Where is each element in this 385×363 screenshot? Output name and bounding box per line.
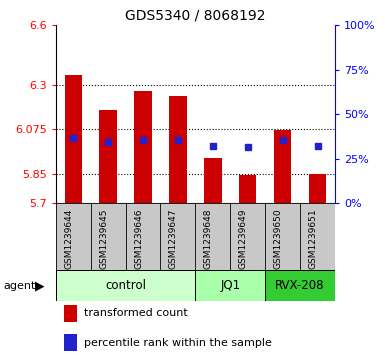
Text: GSM1239648: GSM1239648 <box>204 209 213 269</box>
Bar <box>134 91 152 203</box>
Text: GSM1239650: GSM1239650 <box>274 209 283 269</box>
Text: control: control <box>105 280 146 292</box>
Text: GSM1239645: GSM1239645 <box>99 209 108 269</box>
Text: JQ1: JQ1 <box>220 280 240 292</box>
Bar <box>195 270 265 301</box>
Text: GSM1239651: GSM1239651 <box>308 209 318 269</box>
Text: agent: agent <box>4 281 36 291</box>
Text: GSM1239649: GSM1239649 <box>239 209 248 269</box>
Text: ▶: ▶ <box>35 280 45 292</box>
Text: GSM1239647: GSM1239647 <box>169 209 178 269</box>
Text: GSM1239646: GSM1239646 <box>134 209 143 269</box>
Bar <box>64 305 77 322</box>
Bar <box>274 130 291 203</box>
Bar <box>239 175 256 203</box>
Bar <box>99 110 117 203</box>
Text: RVX-208: RVX-208 <box>275 280 325 292</box>
Bar <box>56 270 195 301</box>
Bar <box>65 75 82 203</box>
Title: GDS5340 / 8068192: GDS5340 / 8068192 <box>125 9 266 23</box>
Bar <box>309 174 326 203</box>
Text: GSM1239644: GSM1239644 <box>64 209 73 269</box>
Bar <box>265 270 335 301</box>
Bar <box>64 334 77 351</box>
Bar <box>204 158 221 203</box>
Text: transformed count: transformed count <box>84 309 187 318</box>
Bar <box>169 95 187 203</box>
Text: percentile rank within the sample: percentile rank within the sample <box>84 338 271 347</box>
